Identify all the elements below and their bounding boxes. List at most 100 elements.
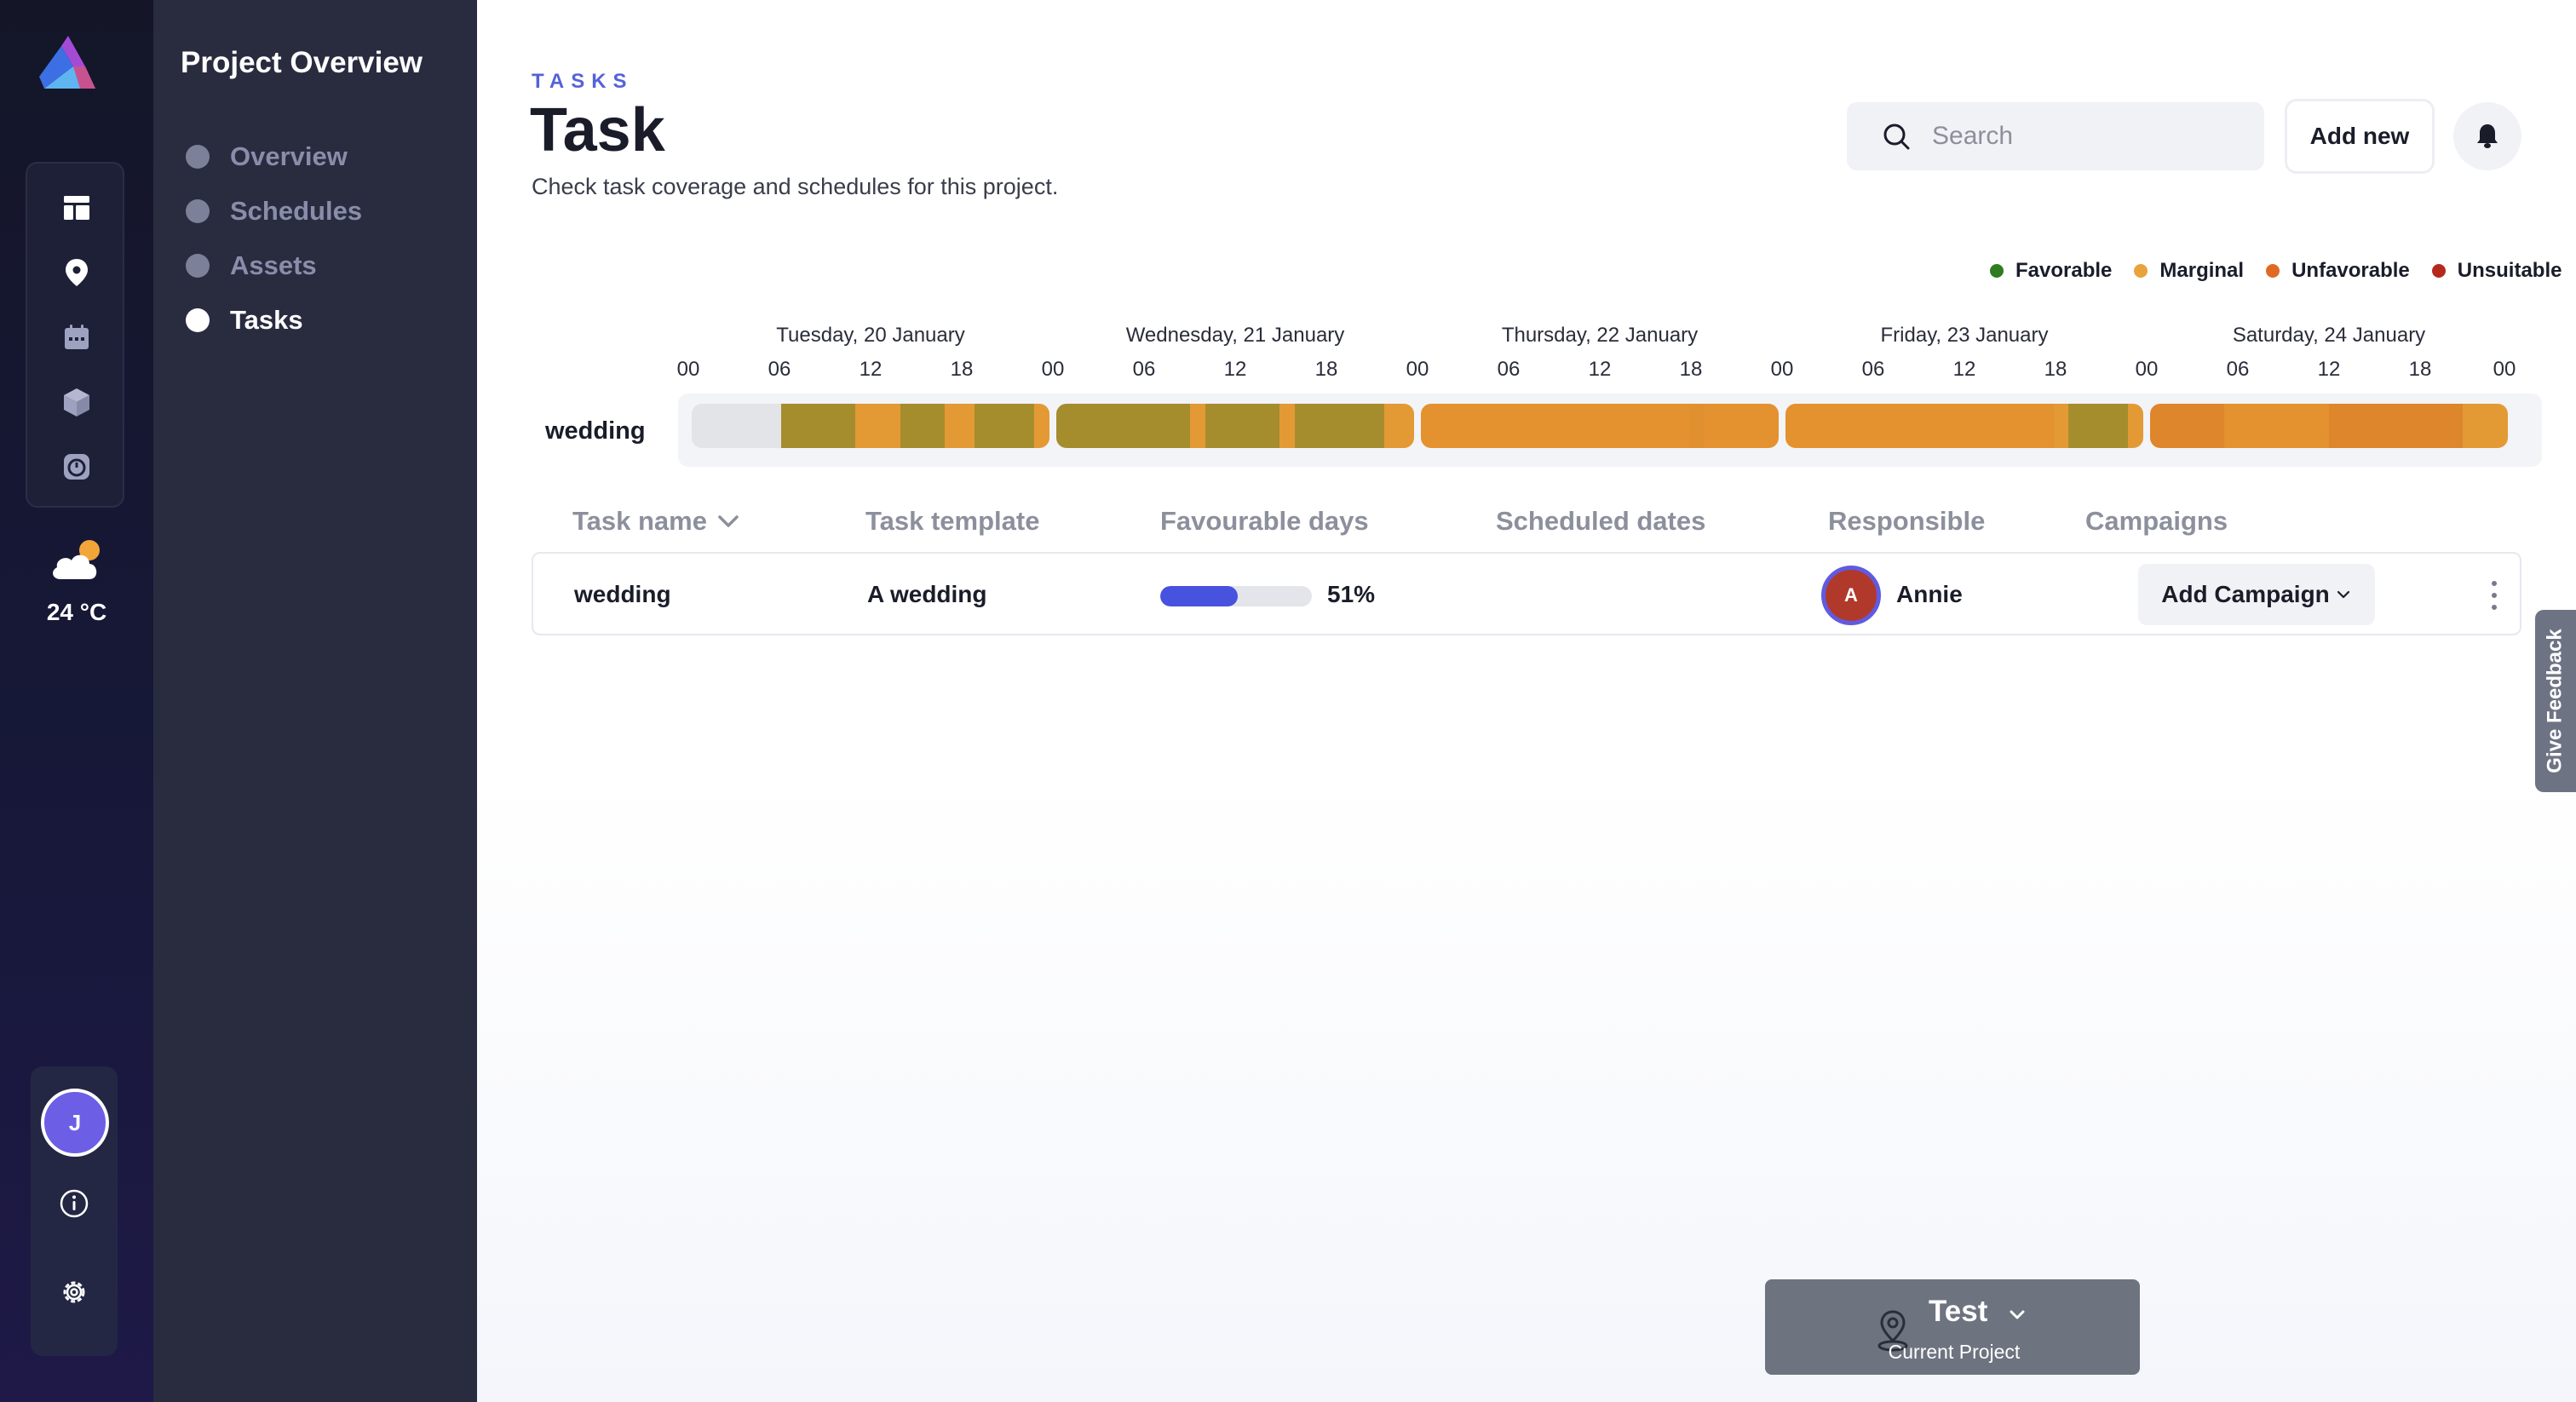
- settings-button[interactable]: [53, 1271, 95, 1313]
- row-more-menu-icon[interactable]: [2484, 577, 2504, 613]
- chevron-down-icon: [2010, 1310, 2025, 1319]
- rail-assets-button[interactable]: [51, 376, 102, 428]
- timeline-hour-label: 06: [2226, 358, 2250, 381]
- timeline-day-bar[interactable]: [1421, 404, 1779, 448]
- add-campaign-dropdown[interactable]: Add Campaign: [2138, 564, 2375, 625]
- table-row[interactable]: wedding A wedding 51% A Annie Add Campai…: [532, 552, 2521, 635]
- legend-item-unsuitable: Unsuitable: [2431, 259, 2562, 283]
- favourable-days-percent: 51%: [1327, 581, 1376, 607]
- nav-dot-icon: [186, 308, 210, 332]
- timeline-day-bar[interactable]: [2150, 404, 2508, 448]
- column-header-task-name[interactable]: Task name: [572, 506, 741, 537]
- column-header-label: Task name: [572, 506, 707, 536]
- search-input[interactable]: [1932, 122, 2239, 151]
- legend-dot-icon: [2431, 264, 2446, 278]
- timeline-segment: [2298, 404, 2314, 448]
- column-header-responsible: Responsible: [1828, 506, 1986, 536]
- rail-calendar-button[interactable]: [51, 312, 102, 363]
- timeline-segment: [2128, 404, 2143, 448]
- legend-label: Unfavorable: [2291, 259, 2410, 282]
- timeline-segment: [2224, 404, 2240, 448]
- app-logo-icon[interactable]: [36, 32, 101, 94]
- section-title: Project Overview: [181, 46, 423, 79]
- timeline-segment: [2328, 404, 2344, 448]
- timeline-segment: [2068, 404, 2084, 448]
- timeline-hour-label: 12: [859, 358, 883, 381]
- timeline-hour-label: 00: [676, 358, 700, 381]
- current-project-caption: Current Project: [1888, 1341, 2021, 1363]
- info-button[interactable]: [53, 1182, 95, 1225]
- add-campaign-label: Add Campaign: [2161, 581, 2330, 607]
- timeline-segment: [1250, 404, 1265, 448]
- timeline-segment: [1101, 404, 1116, 448]
- rail-dashboard-button[interactable]: [51, 182, 102, 233]
- task-template-cell: A wedding: [867, 581, 987, 607]
- timeline-segment: [1569, 404, 1585, 448]
- rail-nav-group: [26, 162, 124, 508]
- page-title: Task: [530, 96, 665, 164]
- timeline-hour-label: 00: [1770, 358, 1794, 381]
- sidebar-item-tasks[interactable]: Tasks: [186, 305, 303, 336]
- timer-icon: [64, 454, 89, 480]
- timeline-segment: [1979, 404, 1994, 448]
- timeline-day-bar[interactable]: [1056, 404, 1414, 448]
- sidebar-item-assets[interactable]: Assets: [186, 250, 317, 281]
- timeline-day-bar[interactable]: [692, 404, 1049, 448]
- location-pin-icon: [66, 259, 88, 286]
- give-feedback-tab[interactable]: Give Feedback: [2535, 610, 2576, 792]
- sidebar-item-label: Tasks: [230, 305, 303, 335]
- notifications-button[interactable]: [2453, 102, 2521, 170]
- responsible-name: Annie: [1896, 581, 1963, 607]
- timeline-segment: [900, 404, 916, 448]
- legend-item-favorable: Favorable: [1990, 259, 2112, 283]
- timeline-segment: [692, 404, 707, 448]
- timeline-segment: [766, 404, 781, 448]
- search-box: [1847, 102, 2264, 170]
- timeline-segment: [1465, 404, 1481, 448]
- rail-location-button[interactable]: [51, 247, 102, 298]
- chevron-down-icon: [2337, 590, 2349, 599]
- task-table-header: Task name Task template Favourable days …: [477, 503, 2576, 545]
- timeline-segment: [1525, 404, 1540, 448]
- timeline-hour-label: 18: [2408, 358, 2432, 381]
- timeline-segment: [1704, 404, 1719, 448]
- location-pin-icon: [1877, 1310, 1908, 1352]
- timeline-segment: [2403, 404, 2418, 448]
- project-switcher[interactable]: Test Current Project: [1765, 1279, 2140, 1375]
- timeline-hour-label: 12: [1223, 358, 1247, 381]
- timeline-segment: [1659, 404, 1675, 448]
- add-new-button[interactable]: Add new: [2285, 99, 2435, 174]
- timeline-day-bar[interactable]: [1785, 404, 2143, 448]
- timeline-segment: [1279, 404, 1295, 448]
- calendar-icon: [65, 325, 89, 349]
- column-header-scheduled-dates: Scheduled dates: [1496, 506, 1706, 536]
- rail-history-button[interactable]: [51, 441, 102, 492]
- timeline-segment: [2314, 404, 2329, 448]
- timeline-segment: [1555, 404, 1570, 448]
- timeline-segment: [2209, 404, 2225, 448]
- user-avatar[interactable]: J: [41, 1089, 109, 1157]
- timeline-segment: [855, 404, 871, 448]
- timeline-segment: [2165, 404, 2180, 448]
- partly-cloudy-icon: [53, 540, 100, 579]
- favourable-days-progress: [1160, 586, 1312, 606]
- timeline-segment: [959, 404, 975, 448]
- timeline-segment: [1509, 404, 1526, 448]
- timeline-segment: [1874, 404, 1890, 448]
- timeline-hour-label: 00: [1041, 358, 1065, 381]
- timeline-segment: [1718, 404, 1734, 448]
- timeline-segment: [1019, 404, 1035, 448]
- timeline-segment: [796, 404, 811, 448]
- timeline-hour-label: 00: [2135, 358, 2159, 381]
- legend-dot-icon: [1990, 264, 2004, 278]
- timeline-segment: [2083, 404, 2099, 448]
- page-subtitle: Check task coverage and schedules for th…: [532, 174, 1059, 199]
- sidebar-item-schedules[interactable]: Schedules: [186, 196, 362, 227]
- timeline-hour-label: 00: [1406, 358, 1429, 381]
- icon-rail: 24 °C J: [0, 0, 153, 1402]
- nav-dot-icon: [186, 254, 210, 278]
- task-name-cell[interactable]: wedding: [574, 581, 671, 607]
- sidebar-item-overview[interactable]: Overview: [186, 141, 348, 172]
- timeline-hour-label: 18: [1314, 358, 1338, 381]
- timeline-segment: [2477, 404, 2493, 448]
